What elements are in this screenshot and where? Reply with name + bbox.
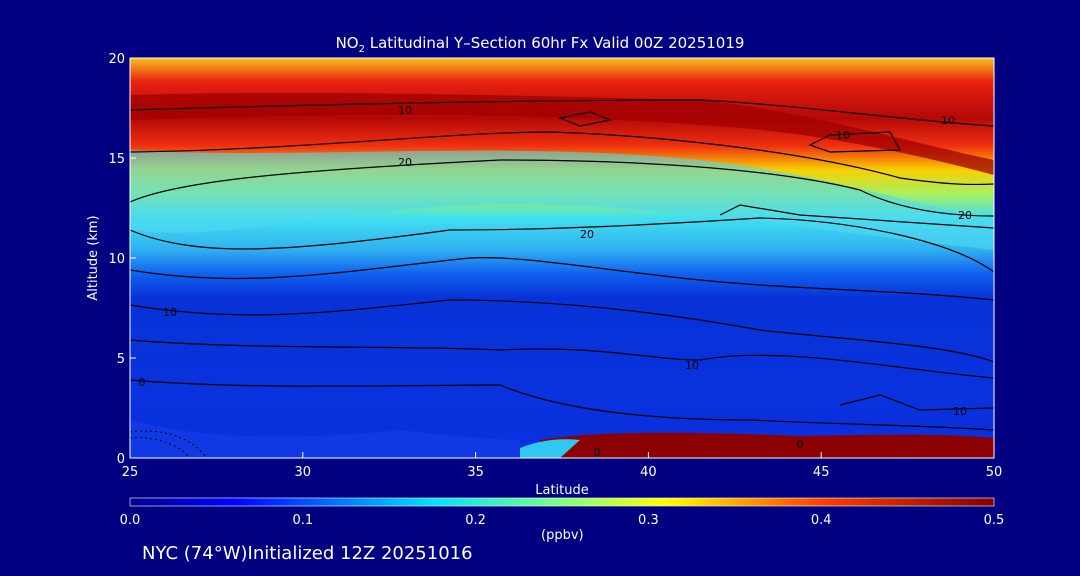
y-tick-label: 15: [108, 152, 125, 167]
dashed-contours: [130, 430, 206, 457]
contour-label: 10: [398, 104, 412, 117]
footer-info: NYC (74°W)Initialized 12Z 20251016: [142, 543, 473, 564]
y-tick-label: 5: [117, 352, 125, 367]
x-tick-label: 25: [122, 465, 139, 480]
contour-label: 20: [958, 209, 972, 222]
contour-label: 0: [594, 446, 601, 459]
colorbar-tick-label: 0.1: [292, 513, 313, 528]
colorbar: [129, 497, 995, 507]
colorbar-tick-label: 0.0: [120, 513, 141, 528]
y-tick-label: 0: [117, 452, 125, 467]
colorbar-tick-label: 0.4: [811, 513, 832, 528]
x-tick-label: 45: [813, 465, 830, 480]
title-subscript: 2: [358, 44, 365, 55]
contour-labels: 10 20 10 20 20 10 10 10 10 0 0 0: [139, 104, 973, 459]
title-suffix: Latitudinal Y–Section 60hr Fx Valid 00Z …: [364, 34, 745, 52]
contour-label: 10: [941, 114, 955, 127]
colorbar-units: (ppbv): [541, 528, 584, 543]
y-axis-ticks: 0 5 10 15 20: [108, 52, 136, 467]
colorbar-tick-label: 0.5: [984, 513, 1005, 528]
x-axis-label: Latitude: [535, 483, 589, 498]
x-tick-label: 35: [467, 465, 484, 480]
y-tick-label: 10: [108, 252, 125, 267]
contour-label: 10: [836, 129, 850, 142]
x-tick-label: 50: [986, 465, 1003, 480]
contour-lines: [130, 99, 994, 431]
y-tick-label: 20: [108, 52, 125, 67]
contour-label: 0: [797, 438, 804, 451]
contour-label: 0: [139, 376, 146, 389]
contour-label: 10: [953, 405, 967, 418]
contour-label: 10: [685, 359, 699, 372]
colorbar-tick-label: 0.2: [465, 513, 486, 528]
chart-title: NO2 Latitudinal Y–Section 60hr Fx Valid …: [0, 34, 1080, 55]
contour-label: 10: [163, 306, 177, 319]
heatmap-field: [130, 58, 994, 458]
title-prefix: NO: [335, 34, 359, 52]
x-tick-label: 40: [640, 465, 657, 480]
contour-label: 20: [580, 228, 594, 241]
colorbar-ticks: 0.0 0.1 0.2 0.3 0.4 0.5: [120, 513, 1005, 528]
y-axis-label: Altitude (km): [86, 215, 101, 300]
contour-label: 20: [398, 156, 412, 169]
x-tick-label: 30: [295, 465, 312, 480]
colorbar-tick-label: 0.3: [638, 513, 659, 528]
x-axis-ticks: 25 30 35 40 45 50: [122, 452, 1003, 480]
